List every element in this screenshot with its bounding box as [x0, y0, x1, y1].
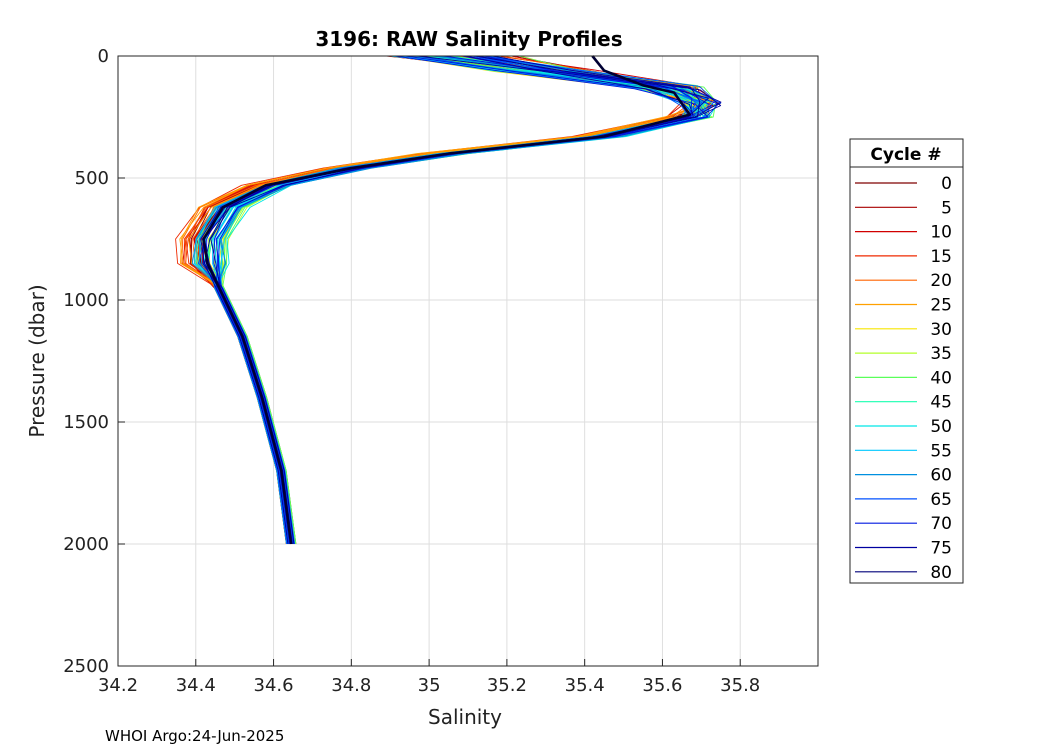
legend-label: 35: [930, 344, 952, 364]
latest-profile-line: [202, 55, 691, 545]
chart-title: 3196: RAW Salinity Profiles: [315, 27, 622, 51]
y-tick-label: 1000: [63, 290, 109, 311]
legend-items: 0 5 10 15 20 25 30 35 40 45 50 55 60 65 70 75 80: [855, 174, 952, 583]
y-axis-label: Pressure (dbar): [25, 284, 49, 437]
grid-lines: [117, 55, 818, 667]
x-axis-label: Salinity: [428, 705, 502, 729]
legend-label: 5: [941, 198, 952, 218]
x-tick-label: 34.2: [98, 675, 138, 696]
x-tick-label: 34.6: [254, 675, 294, 696]
legend-title: Cycle #: [870, 145, 941, 165]
legend-label: 70: [930, 514, 952, 534]
legend-label: 45: [930, 393, 952, 413]
x-tick-label: 35: [418, 675, 441, 696]
x-tick-label: 35.2: [487, 675, 527, 696]
y-tick-label: 2500: [63, 656, 109, 677]
x-tick-label: 35.4: [565, 675, 605, 696]
footer-credit: WHOI Argo:24-Jun-2025: [105, 727, 284, 745]
legend-label: 20: [930, 271, 952, 291]
x-tick-label: 34.8: [331, 675, 371, 696]
x-tick-label: 34.4: [176, 675, 216, 696]
x-tick-label: 35.8: [720, 675, 760, 696]
legend-label: 10: [930, 223, 952, 243]
legend-label: 40: [930, 368, 952, 388]
legend-label: 55: [930, 441, 952, 461]
x-axis-ticks: 34.2 34.4 34.6 34.8 35 35.2 35.4 35.6 35.8: [98, 659, 760, 696]
legend-box: [849, 138, 964, 584]
legend-label: 15: [930, 247, 952, 267]
legend-label: 50: [930, 417, 952, 437]
legend-label: 65: [930, 490, 952, 510]
y-tick-label: 500: [75, 168, 109, 189]
x-tick-label: 35.6: [642, 675, 682, 696]
legend-label: 25: [930, 296, 952, 316]
legend-label: 30: [930, 320, 952, 340]
legend-label: 80: [930, 563, 952, 583]
y-axis-ticks: 0 500 1000 1500 2000 2500: [63, 46, 125, 677]
legend-label: 75: [930, 539, 952, 559]
legend-label: 60: [930, 466, 952, 486]
profile-line: [204, 55, 701, 545]
legend: Cycle # 0 5 10 15 20 25 30 35 40 45 50 55 60 65 70 75 80: [849, 138, 964, 584]
plot-area-frame: [117, 55, 819, 667]
salinity-profiles: [175, 55, 722, 545]
legend-label: 0: [941, 174, 952, 194]
y-tick-label: 0: [98, 46, 109, 67]
y-tick-label: 2000: [63, 534, 109, 555]
y-tick-label: 1500: [63, 412, 109, 433]
